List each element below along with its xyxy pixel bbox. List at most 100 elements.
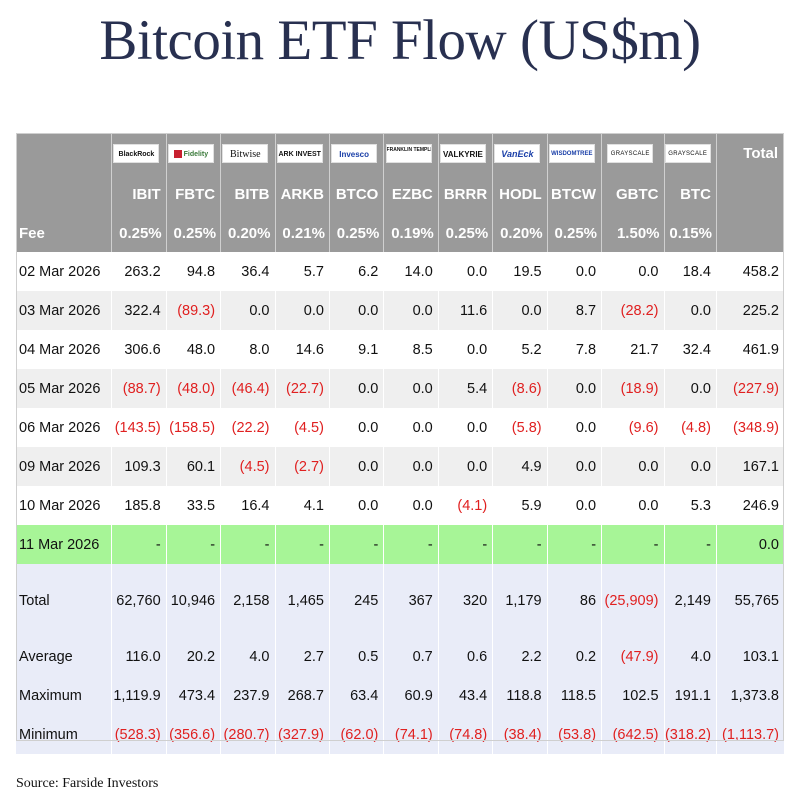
flow-cell: 0.0 xyxy=(601,486,665,525)
flow-cell: - xyxy=(328,525,384,564)
issuer-logo-cell: Fidelity xyxy=(165,133,221,174)
summary-cell: 320 xyxy=(437,564,493,637)
page-title: Bitcoin ETF Flow (US$m) xyxy=(99,9,701,72)
flow-cell: (18.9) xyxy=(601,369,665,408)
summary-cell: 102.5 xyxy=(601,676,665,715)
fee-bitb: 0.20% xyxy=(220,214,275,252)
row-date: 03 Mar 2026 xyxy=(16,291,112,330)
issuer-logo-cell: Invesco xyxy=(328,133,384,174)
ticker-gbtc: GBTC xyxy=(601,174,665,214)
summary-cell: (74.8) xyxy=(437,715,493,754)
flow-cell: 5.7 xyxy=(274,252,330,291)
row-date: 06 Mar 2026 xyxy=(16,408,112,447)
table-row: 11 Mar 2026- - - - - - - - - - -0.0 xyxy=(16,525,784,564)
flow-cell: (89.3) xyxy=(165,291,221,330)
fee-gbtc: 1.50% xyxy=(601,214,665,252)
summary-label: Total xyxy=(16,564,112,637)
summary-cell: 62,760 xyxy=(111,564,167,637)
flow-cell: 0.0 xyxy=(546,369,602,408)
flow-cell: - xyxy=(437,525,493,564)
flow-cell: 21.7 xyxy=(601,330,665,369)
flow-cell: 0.0 xyxy=(601,447,665,486)
flow-cell: 0.0 xyxy=(546,447,602,486)
flow-cell: - xyxy=(601,525,665,564)
summary-row-minimum: Minimum (528.3) (356.6) (280.7) (327.9) (62.0… xyxy=(16,715,784,754)
flow-cell: (22.2) xyxy=(220,408,275,447)
fidelity-logo: Fidelity xyxy=(167,144,214,163)
summary-label: Minimum xyxy=(16,715,112,754)
row-total-cell: 0.0 xyxy=(715,525,784,564)
fee-btc: 0.15% xyxy=(663,214,717,252)
summary-cell: 191.1 xyxy=(663,676,717,715)
summary-total-cell: 55,765 xyxy=(715,564,784,637)
flow-cell: 18.4 xyxy=(663,252,717,291)
flow-cell: - xyxy=(274,525,330,564)
flow-cell: 5.4 xyxy=(437,369,493,408)
issuer-logo-cell: FRANKLIN TEMPLETON xyxy=(383,133,439,174)
ark-logo: ARK INVEST xyxy=(276,144,323,163)
summary-cell: 43.4 xyxy=(437,676,493,715)
flow-cell: 0.0 xyxy=(328,447,384,486)
summary-total-cell: 1,373.8 xyxy=(715,676,784,715)
issuer-logo-cell: WISDOMTREE xyxy=(546,133,602,174)
flow-cell: (48.0) xyxy=(165,369,221,408)
flow-cell: 0.0 xyxy=(383,408,439,447)
row-total-cell: 246.9 xyxy=(715,486,784,525)
source-note: Source: Farside Investors xyxy=(16,776,159,791)
flow-cell: (46.4) xyxy=(220,369,275,408)
summary-cell: 1,179 xyxy=(492,564,548,637)
flow-cell: 0.0 xyxy=(383,486,439,525)
flow-cell: 0.0 xyxy=(274,291,330,330)
issuer-logo-cell: BlackRock xyxy=(111,133,167,174)
summary-cell: (327.9) xyxy=(274,715,330,754)
flow-cell: 0.0 xyxy=(546,408,602,447)
summary-cell: 0.7 xyxy=(383,637,439,676)
summary-cell: (74.1) xyxy=(383,715,439,754)
flow-cell: 5.9 xyxy=(492,486,548,525)
issuer-logo-cell: GRAYSCALE xyxy=(601,133,665,174)
flow-cell: 8.7 xyxy=(546,291,602,330)
flow-cell: 8.0 xyxy=(220,330,275,369)
row-date: 09 Mar 2026 xyxy=(16,447,112,486)
summary-cell: 60.9 xyxy=(383,676,439,715)
row-date: 04 Mar 2026 xyxy=(16,330,112,369)
summary-total-cell: (1,113.7) xyxy=(715,715,784,754)
flow-cell: (8.6) xyxy=(492,369,548,408)
blackrock-logo: BlackRock xyxy=(113,144,160,163)
summary-cell: 63.4 xyxy=(328,676,384,715)
summary-cell: 118.5 xyxy=(546,676,602,715)
ticker-row-label xyxy=(16,174,112,214)
table-row: 10 Mar 2026 185.8 33.5 16.4 4.1 0.0 0.0 (4.1) 5.… xyxy=(16,486,784,525)
summary-cell: 4.0 xyxy=(663,637,717,676)
summary-label: Maximum xyxy=(16,676,112,715)
bitwise-logo: Bitwise xyxy=(222,144,269,163)
fee-ibit: 0.25% xyxy=(111,214,167,252)
summary-cell: 2,158 xyxy=(220,564,275,637)
issuer-logo-cell: Bitwise xyxy=(220,133,275,174)
flow-cell: 0.0 xyxy=(546,486,602,525)
flow-cell: (143.5) xyxy=(111,408,167,447)
flow-cell: - xyxy=(111,525,167,564)
summary-cell: 2.7 xyxy=(274,637,330,676)
flow-cell: 60.1 xyxy=(165,447,221,486)
flow-cell: - xyxy=(220,525,275,564)
flow-cell: - xyxy=(546,525,602,564)
row-total-cell: 225.2 xyxy=(715,291,784,330)
flow-cell: (4.5) xyxy=(220,447,275,486)
flow-cell: 14.6 xyxy=(274,330,330,369)
ticker-brrr: BRRR xyxy=(437,174,493,214)
flow-cell: 109.3 xyxy=(111,447,167,486)
fee-btcw: 0.25% xyxy=(546,214,602,252)
summary-cell: (53.8) xyxy=(546,715,602,754)
flow-cell: 33.5 xyxy=(165,486,221,525)
summary-cell: 268.7 xyxy=(274,676,330,715)
grayscale-logo: GRAYSCALE xyxy=(607,144,654,163)
flow-cell: 11.6 xyxy=(437,291,493,330)
summary-cell: 0.5 xyxy=(328,637,384,676)
flow-cell: 8.5 xyxy=(383,330,439,369)
summary-cell: 118.8 xyxy=(492,676,548,715)
summary-row-total: Total 62,760 10,946 2,158 1,465 245 367 320 1,17… xyxy=(16,564,784,637)
flow-cell: (158.5) xyxy=(165,408,221,447)
grayscale-logo: GRAYSCALE xyxy=(665,144,711,163)
ticker-fbtc: FBTC xyxy=(165,174,221,214)
